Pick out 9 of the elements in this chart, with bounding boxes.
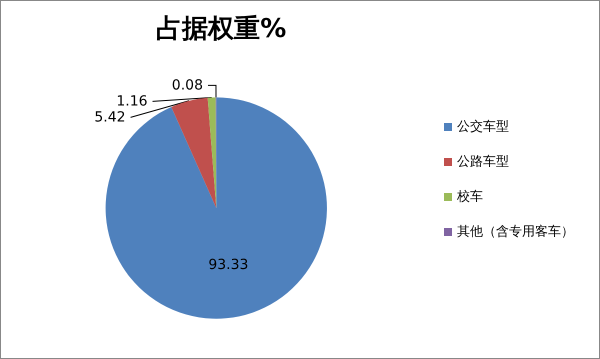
legend-label: 校车 <box>456 190 483 204</box>
legend-label: 其他（含专用客车） <box>457 224 574 240</box>
data-label: 0.08 <box>172 77 203 94</box>
data-label: 93.33 <box>208 257 248 274</box>
legend-label: 公路车型 <box>457 154 509 170</box>
chart-title: 占据权重% <box>156 14 286 44</box>
data-label: 1.16 <box>116 93 148 110</box>
data-label: 5.42 <box>94 109 126 126</box>
legend-label: 公交车型 <box>457 118 509 134</box>
